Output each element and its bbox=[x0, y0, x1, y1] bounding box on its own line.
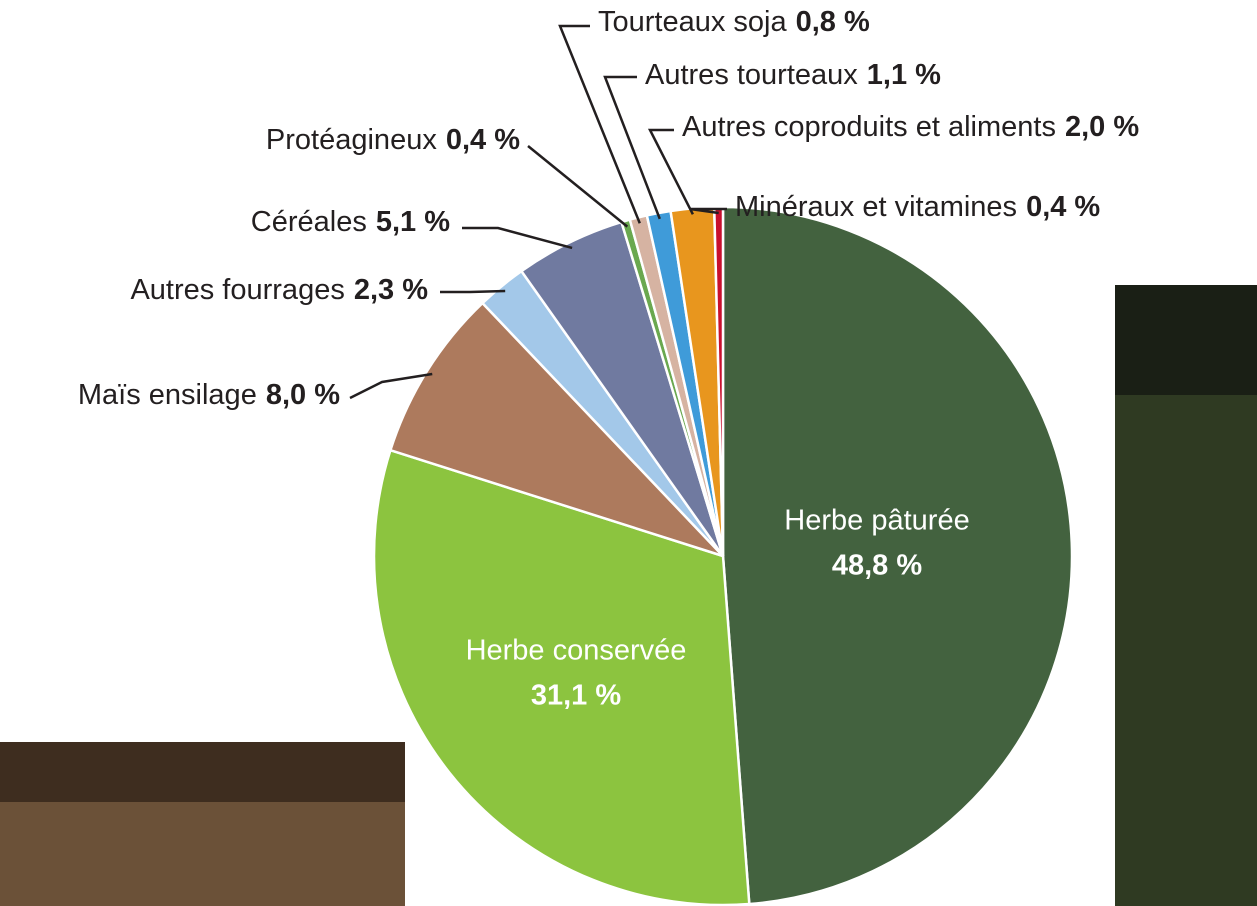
photo-barn-roof bbox=[0, 742, 405, 802]
leader-line bbox=[462, 228, 572, 248]
slice-value: 8,0 % bbox=[266, 379, 340, 411]
slice-name: Autres tourteaux bbox=[645, 59, 858, 91]
slice-label: Autres coproduits et aliments 2,0 % bbox=[682, 111, 1139, 143]
slice-name: Minéraux et vitamines bbox=[735, 191, 1017, 223]
slice-value: 0,8 % bbox=[796, 6, 870, 38]
slice-label: Autres fourrages 2,3 % bbox=[130, 274, 428, 306]
slice-name: Maïs ensilage bbox=[78, 379, 257, 411]
chart: Herbe pâturée 48,8 % Herbe conservée 31,1 %… bbox=[0, 0, 1257, 906]
slice-label: Tourteaux soja 0,8 % bbox=[598, 6, 870, 38]
slice-label: Autres tourteaux 1,1 % bbox=[645, 59, 941, 91]
slice-value: 5,1 % bbox=[376, 206, 450, 238]
slice-label: Maïs ensilage 8,0 % bbox=[78, 379, 340, 411]
slice-name: Tourteaux soja bbox=[598, 6, 787, 38]
slice-name: Autres fourrages bbox=[130, 274, 344, 306]
leader-line bbox=[440, 291, 505, 292]
slice-label: Herbe conservée bbox=[466, 635, 687, 667]
photo-field-trees bbox=[1115, 285, 1257, 395]
leader-line bbox=[560, 26, 640, 223]
slice-name: Céréales bbox=[251, 206, 367, 238]
slice-label: Minéraux et vitamines 0,4 % bbox=[735, 191, 1100, 223]
slice-label: Céréales 5,1 % bbox=[251, 206, 450, 238]
slice-value: 2,0 % bbox=[1065, 111, 1139, 143]
slice-value: 2,3 % bbox=[354, 274, 428, 306]
slice-value: 48,8 % bbox=[832, 550, 922, 582]
slice-value: 0,4 % bbox=[446, 124, 520, 156]
leader-line bbox=[605, 77, 660, 219]
slice-value: 31,1 % bbox=[531, 680, 621, 712]
slice-name: Autres coproduits et aliments bbox=[682, 111, 1056, 143]
slice-name: Protéagineux bbox=[266, 124, 437, 156]
slice-label: Herbe pâturée bbox=[784, 505, 969, 537]
slice-value: 1,1 % bbox=[867, 59, 941, 91]
slice-value: 0,4 % bbox=[1026, 191, 1100, 223]
slice-label: Protéagineux 0,4 % bbox=[266, 124, 520, 156]
